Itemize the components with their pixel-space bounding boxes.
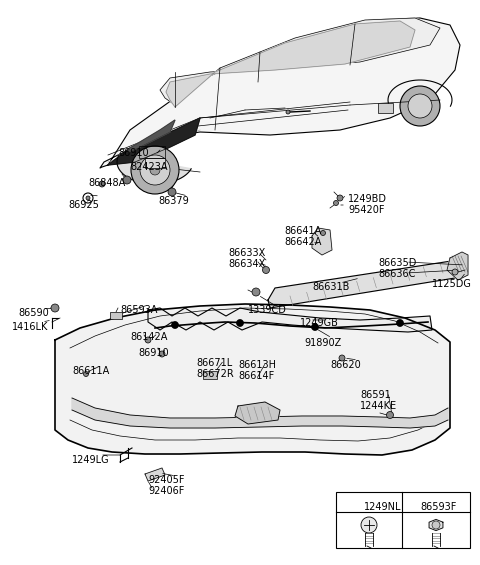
Text: 1416LK: 1416LK (12, 322, 48, 332)
Circle shape (84, 372, 88, 376)
Polygon shape (145, 468, 165, 481)
Text: 86142A: 86142A (130, 332, 168, 342)
Text: 92405F: 92405F (148, 475, 184, 485)
Polygon shape (268, 260, 462, 308)
Text: 86910: 86910 (138, 348, 168, 358)
Text: 1249GB: 1249GB (300, 318, 339, 328)
Circle shape (263, 267, 269, 273)
Circle shape (140, 155, 170, 185)
Circle shape (145, 337, 151, 343)
Polygon shape (108, 118, 200, 165)
Circle shape (408, 94, 432, 118)
Circle shape (386, 411, 394, 419)
Text: 1249LG: 1249LG (72, 455, 109, 465)
Circle shape (286, 110, 290, 114)
Text: 86634X: 86634X (228, 259, 265, 269)
Circle shape (237, 319, 243, 327)
Circle shape (51, 304, 59, 312)
Text: 86614F: 86614F (238, 371, 274, 381)
Text: 86635D: 86635D (378, 258, 416, 268)
Text: 91890Z: 91890Z (304, 338, 341, 348)
Text: 86641A: 86641A (284, 226, 321, 236)
Bar (377, 103, 393, 113)
Polygon shape (148, 308, 432, 332)
Circle shape (131, 146, 179, 194)
Circle shape (452, 269, 458, 275)
Circle shape (171, 321, 179, 328)
Circle shape (321, 231, 325, 236)
Bar (110, 311, 122, 319)
Bar (336, 492, 470, 548)
Text: 86591: 86591 (360, 390, 391, 400)
Polygon shape (100, 18, 460, 168)
Text: 82423A: 82423A (130, 162, 168, 172)
Bar (145, 158, 165, 168)
Circle shape (361, 517, 377, 533)
Circle shape (312, 324, 319, 331)
Text: 86633X: 86633X (228, 248, 265, 258)
Polygon shape (117, 155, 191, 184)
Text: 86848A: 86848A (88, 178, 125, 188)
Circle shape (396, 319, 404, 327)
Text: 1125DG: 1125DG (432, 279, 472, 289)
Circle shape (123, 176, 131, 184)
Text: 86611A: 86611A (72, 366, 109, 376)
Circle shape (400, 86, 440, 126)
Circle shape (339, 355, 345, 361)
Text: 86593A: 86593A (120, 305, 157, 315)
Polygon shape (447, 252, 468, 280)
Polygon shape (429, 519, 443, 531)
Circle shape (334, 201, 338, 206)
Circle shape (252, 288, 260, 296)
Text: 86925: 86925 (68, 200, 99, 210)
Text: 86671L: 86671L (196, 358, 232, 368)
Text: 86642A: 86642A (284, 237, 322, 247)
Circle shape (159, 351, 165, 357)
Text: 1339CD: 1339CD (248, 305, 287, 315)
Text: 86620: 86620 (330, 360, 361, 370)
Text: 86613H: 86613H (238, 360, 276, 370)
Polygon shape (235, 402, 280, 424)
Circle shape (99, 181, 105, 187)
Text: 86672R: 86672R (196, 369, 234, 379)
Text: 86593F: 86593F (420, 502, 456, 512)
Bar (203, 371, 217, 379)
Text: 86631B: 86631B (312, 282, 349, 292)
Text: 1249BD: 1249BD (348, 194, 387, 204)
Polygon shape (72, 398, 448, 428)
Polygon shape (160, 18, 440, 105)
Circle shape (150, 165, 160, 175)
Bar (139, 146, 165, 158)
Circle shape (337, 195, 343, 201)
Circle shape (432, 521, 440, 529)
Circle shape (168, 188, 176, 196)
Text: 86910: 86910 (118, 148, 149, 158)
Text: 1244KE: 1244KE (360, 401, 397, 411)
Text: 92406F: 92406F (148, 486, 184, 496)
Text: 1249NL: 1249NL (364, 502, 401, 512)
Text: 86636C: 86636C (378, 269, 415, 279)
Polygon shape (166, 21, 415, 107)
Polygon shape (55, 304, 450, 455)
Text: 95420F: 95420F (348, 205, 384, 215)
Polygon shape (128, 120, 175, 152)
Circle shape (86, 196, 90, 200)
Text: 86590: 86590 (18, 308, 49, 318)
Text: 86379: 86379 (158, 196, 189, 206)
Polygon shape (312, 228, 332, 255)
